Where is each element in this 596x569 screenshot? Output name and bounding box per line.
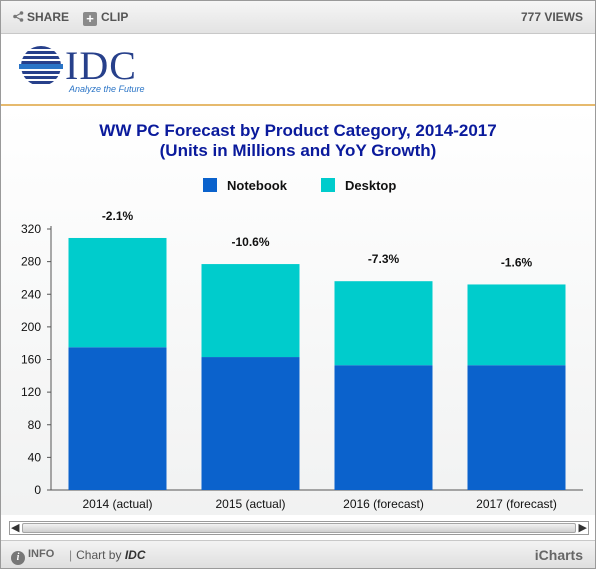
bar-desktop <box>467 284 566 366</box>
logo-tagline: Analyze the Future <box>69 84 145 94</box>
y-tick-label: 40 <box>28 450 42 464</box>
y-tick-label: 280 <box>21 255 41 269</box>
bar-notebook <box>467 365 566 490</box>
chart-subtitle: (Units in Millions and YoY Growth) <box>160 141 437 160</box>
y-tick-label: 320 <box>21 222 41 236</box>
bar-desktop <box>201 264 300 358</box>
top-toolbar: SHARE + CLIP 777 VIEWS <box>1 1 595 34</box>
logo-wordmark: IDC <box>65 43 137 88</box>
bars <box>68 237 566 490</box>
chart-source[interactable]: IDC <box>124 548 146 562</box>
chart-by-label: Chart by <box>76 548 122 562</box>
bar-desktop <box>68 237 167 348</box>
x-tick-label: 2014 (actual) <box>82 497 152 511</box>
stacked-bar-chart: WW PC Forecast by Product Category, 2014… <box>21 121 583 511</box>
scroll-right-arrow-icon[interactable]: ▶ <box>578 522 587 534</box>
legend-label-notebook: Notebook <box>227 178 288 193</box>
x-tick-label: 2017 (forecast) <box>476 497 557 511</box>
logo-band: IDC Analyze the Future <box>1 34 595 106</box>
y-tick-label: 200 <box>21 320 41 334</box>
legend-label-desktop: Desktop <box>345 178 396 193</box>
x-axis-labels: 2014 (actual) 2015 (actual) 2016 (forecast… <box>82 497 556 511</box>
x-tick-label: 2015 (actual) <box>215 497 285 511</box>
y-tick-label: 120 <box>21 385 41 399</box>
bar-notebook <box>68 347 167 490</box>
info-icon: i <box>11 551 25 565</box>
view-count: 777 VIEWS <box>520 10 583 24</box>
bar-desktop <box>334 281 433 366</box>
legend-swatch-notebook <box>203 178 217 192</box>
y-tick-label: 160 <box>21 353 41 367</box>
clip-button[interactable]: + CLIP <box>83 10 128 26</box>
legend-swatch-desktop <box>321 178 335 192</box>
bar-notebook <box>201 357 300 490</box>
chart-credit: | Chart by IDC <box>69 548 146 562</box>
chart-area: WW PC Forecast by Product Category, 2014… <box>1 106 595 515</box>
y-axis: 0 40 80 120 160 200 240 280 320 <box>21 222 583 497</box>
chart-title: WW PC Forecast by Product Category, 2014… <box>99 121 496 140</box>
bar-notebook <box>334 365 433 490</box>
y-tick-label: 0 <box>34 483 41 497</box>
icharts-brand[interactable]: iCharts <box>534 547 583 563</box>
legend: Notebook Desktop <box>203 178 396 193</box>
bottom-bar: i INFO | Chart by IDC iCharts <box>1 540 595 568</box>
info-button[interactable]: i INFO <box>11 548 54 565</box>
scroll-left-arrow-icon[interactable]: ◀ <box>11 522 20 534</box>
scroll-thumb[interactable] <box>22 523 576 533</box>
growth-label: -7.3% <box>368 252 400 266</box>
info-label: INFO <box>28 548 55 560</box>
growth-label: -10.6% <box>231 235 269 249</box>
growth-annotations: -2.1% -10.6% -7.3% -1.6% <box>102 209 533 269</box>
share-button[interactable]: SHARE <box>13 10 69 24</box>
y-tick-label: 240 <box>21 287 41 301</box>
growth-label: -1.6% <box>501 255 533 269</box>
share-label: SHARE <box>27 10 70 24</box>
plus-icon: + <box>83 12 97 26</box>
x-tick-label: 2016 (forecast) <box>343 497 424 511</box>
share-icon <box>13 11 24 22</box>
y-tick-label: 80 <box>28 418 42 432</box>
globe-logo-icon <box>19 46 63 84</box>
growth-label: -2.1% <box>102 209 134 223</box>
clip-label: CLIP <box>101 10 129 24</box>
horizontal-scrollbar[interactable]: ◀ ▶ <box>9 521 589 535</box>
